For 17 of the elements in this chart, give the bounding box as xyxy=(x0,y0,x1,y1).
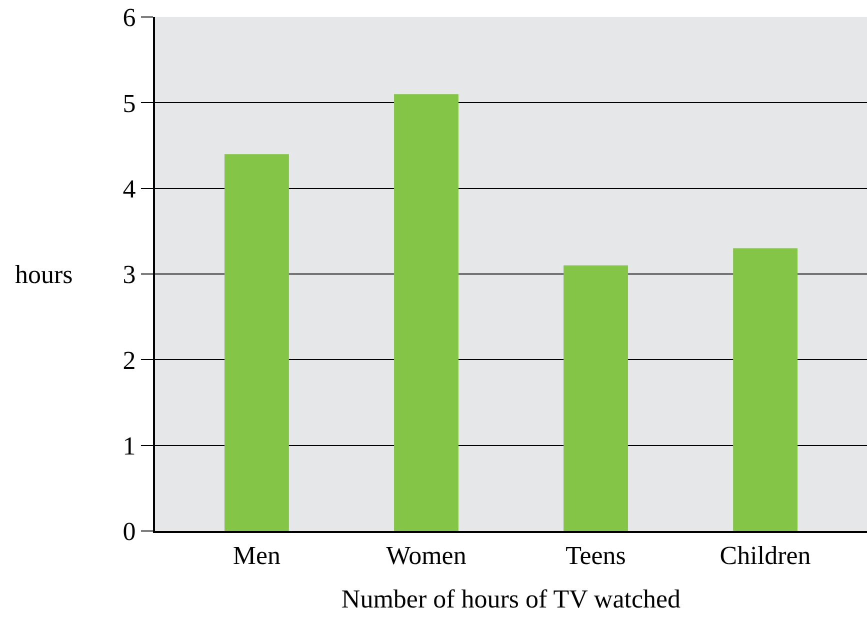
y-tick-label: 3 xyxy=(122,260,136,290)
y-tick-label: 4 xyxy=(122,174,136,204)
y-tick-label: 1 xyxy=(122,431,136,460)
x-tick-label: Children xyxy=(720,541,811,570)
bar xyxy=(564,265,628,531)
y-tick-label: 5 xyxy=(122,88,136,118)
x-tick-label: Women xyxy=(386,541,466,570)
x-axis-title: Number of hours of TV watched xyxy=(341,584,681,614)
bar xyxy=(224,154,289,531)
x-tick-label: Men xyxy=(232,541,281,570)
bar xyxy=(394,94,458,531)
bar xyxy=(733,248,798,531)
y-tick-label: 0 xyxy=(122,517,136,546)
y-axis-title: hours xyxy=(15,260,73,289)
x-tick-label: Teens xyxy=(566,541,626,570)
y-tick-label: 2 xyxy=(122,346,136,375)
y-tick-label: 6 xyxy=(122,3,136,32)
